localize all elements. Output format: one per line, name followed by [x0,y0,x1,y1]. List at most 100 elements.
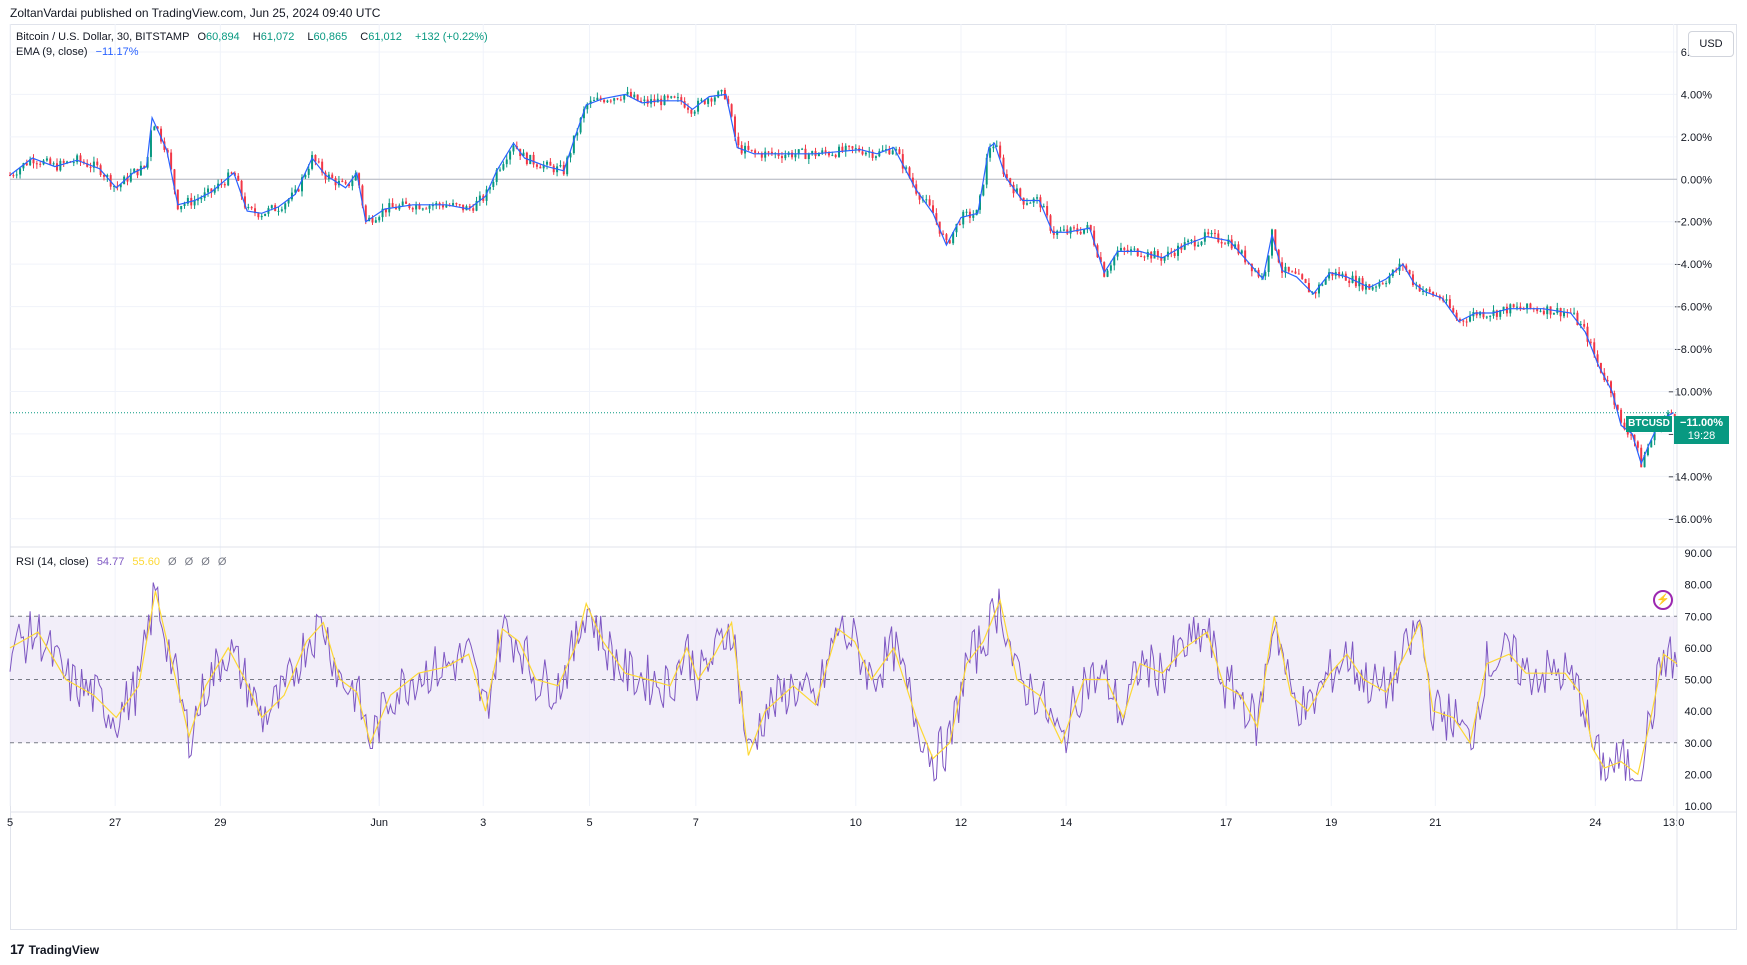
candle-body [1667,412,1670,418]
candle-body [1046,206,1049,216]
candle-body [445,205,448,208]
candle-body [1267,255,1270,273]
candle-body [807,154,810,159]
candle-body [542,164,545,169]
candle-body [1036,197,1039,199]
ema-legend[interactable]: EMA (9, close) −11.17% [16,46,144,58]
candle-body [146,156,149,168]
candle-body [794,154,797,158]
candle-body [945,234,948,241]
candle-body [113,185,116,187]
candle-body [1220,242,1223,244]
candle-body [569,153,572,158]
candle-body [1408,269,1411,275]
candle-body [1405,265,1408,270]
candle-body [1274,229,1277,250]
candle-body [737,136,740,146]
candle-body [1519,306,1522,309]
candle-body [1140,255,1143,257]
candle-body [1227,239,1230,245]
candle-body [1593,342,1596,355]
candle-body [660,98,663,106]
candle-body [1324,278,1327,285]
high-label: H [252,31,261,43]
candle-body [596,97,599,101]
candle-body [89,166,92,168]
candle-body [898,149,901,155]
candle-body [468,206,471,209]
candle-body [686,107,689,110]
candle-body [1022,197,1025,205]
candle-body [166,149,169,153]
currency-button[interactable]: USD [1688,31,1734,57]
candle-body [1049,215,1052,231]
rsi-label: RSI (14, close) [16,556,89,568]
candle-body [1197,244,1200,247]
candle-body [1338,272,1341,277]
tradingview-logo[interactable]: 17 TradingView [10,941,99,957]
time-axis-tick-label: 14 [1060,817,1072,829]
candle-body [1378,283,1381,287]
candle-body [586,103,589,110]
candle-body [1599,362,1602,373]
open-label: O [197,31,207,43]
candle-body [854,148,857,150]
candle-body [1180,245,1183,250]
candle-body [1150,251,1153,259]
candle-body [1153,250,1156,259]
candle-body [1190,239,1193,241]
candle-body [1636,441,1639,448]
candle-body [1297,273,1300,275]
candle-body [1620,409,1623,423]
rsi-legend[interactable]: RSI (14, close) 54.77 55.60 Ø Ø Ø Ø [16,556,231,568]
published-line: ZoltanVardai published on TradingView.co… [10,6,381,20]
candle-body [1059,230,1062,232]
candle-body [1083,229,1086,234]
candle-body [619,99,622,101]
candle-body [1133,248,1136,250]
candle-body [673,96,676,98]
candle-body [995,145,998,147]
candle-body [633,94,636,98]
candle-body [200,198,203,200]
candle-body [901,154,904,169]
candle-body [955,223,958,233]
rsi-extra-2: Ø [184,556,194,568]
symbol-label[interactable]: Bitcoin / U.S. Dollar, 30, BITSTAMP [16,31,190,43]
candle-body [911,177,914,185]
candle-body [539,166,542,169]
rsi-axis-tick-label: 20.00 [1684,769,1712,781]
candle-body [529,154,532,165]
lightning-icon[interactable]: ⚡ [1653,590,1673,610]
candle-body [780,156,783,159]
candle-body [304,174,307,178]
time-axis-tick-label: 17 [1220,817,1232,829]
candle-body [1462,320,1465,322]
candle-body [643,99,646,101]
candle-body [1465,321,1468,323]
candle-body [1079,231,1082,234]
candle-body [391,203,394,208]
candle-body [237,175,240,181]
candle-body [1526,303,1529,310]
candle-body [626,91,629,95]
candle-body [435,202,438,206]
candle-body [1291,271,1294,273]
candle-body [139,165,142,176]
candle-body [401,201,404,206]
candle-body [1673,414,1676,418]
candle-body [49,158,52,165]
candle-body [1341,273,1344,277]
candle-body [1499,310,1502,317]
candle-body [935,213,938,222]
candle-body [196,199,199,201]
candle-body [1388,276,1391,284]
candle-body [1002,157,1005,175]
candle-body [62,160,65,163]
candle-body [1432,291,1435,296]
candle-body [1539,310,1542,312]
candle-body [1623,422,1626,430]
candle-body [452,203,455,206]
candle-body [341,180,344,182]
